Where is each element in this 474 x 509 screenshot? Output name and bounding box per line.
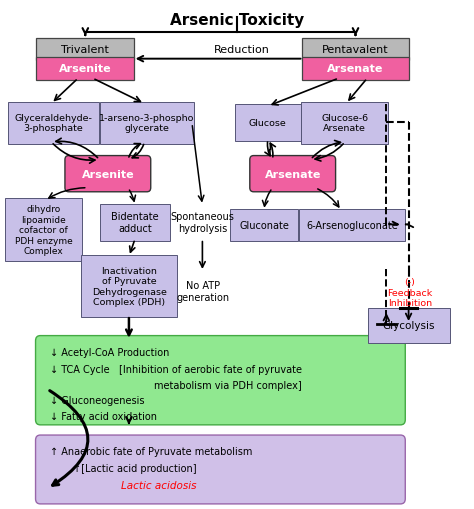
FancyBboxPatch shape [65, 156, 151, 192]
Text: Arsenite: Arsenite [59, 64, 112, 74]
FancyBboxPatch shape [81, 255, 177, 318]
FancyBboxPatch shape [302, 39, 409, 62]
Text: 6-Arsenogluconate: 6-Arsenogluconate [306, 220, 398, 230]
FancyBboxPatch shape [299, 209, 405, 241]
FancyBboxPatch shape [36, 336, 405, 425]
FancyBboxPatch shape [100, 204, 170, 241]
Text: dihydro
lipoamide
cofactor of
PDH enzyme
Complex: dihydro lipoamide cofactor of PDH enzyme… [15, 205, 73, 256]
Text: Trivalent: Trivalent [61, 45, 109, 55]
Text: ↓ Acetyl-CoA Production: ↓ Acetyl-CoA Production [50, 347, 169, 357]
Text: Spontaneous
hydrolysis: Spontaneous hydrolysis [171, 212, 235, 234]
FancyBboxPatch shape [5, 199, 82, 262]
Text: metabolism via PDH complex]: metabolism via PDH complex] [154, 380, 302, 390]
Text: Gluconate: Gluconate [239, 220, 289, 230]
Text: (-)
Feedback
Inhibition: (-) Feedback Inhibition [387, 278, 433, 307]
Text: No ATP
generation: No ATP generation [176, 280, 229, 302]
Text: Inactivation
of Pyruvate
Dehydrogenase
Complex (PDH): Inactivation of Pyruvate Dehydrogenase C… [92, 266, 166, 306]
Text: Arsenic Toxicity: Arsenic Toxicity [170, 13, 304, 27]
FancyBboxPatch shape [301, 102, 388, 145]
Text: ↓ Gluconeogenesis: ↓ Gluconeogenesis [50, 395, 144, 406]
Text: ↓ Fatty acid oxidation: ↓ Fatty acid oxidation [50, 411, 157, 421]
Text: Pentavalent: Pentavalent [322, 45, 389, 55]
FancyBboxPatch shape [368, 308, 450, 343]
Text: Glucose: Glucose [249, 119, 287, 128]
Text: Bidentate
adduct: Bidentate adduct [111, 212, 159, 234]
Text: Lactic acidosis: Lactic acidosis [121, 480, 196, 490]
FancyBboxPatch shape [36, 39, 134, 62]
Text: Glucose-6
Arsenate: Glucose-6 Arsenate [321, 114, 368, 133]
Text: 1-arseno-3-phospho
glycerate: 1-arseno-3-phospho glycerate [99, 114, 195, 133]
FancyBboxPatch shape [36, 435, 405, 504]
FancyBboxPatch shape [36, 59, 134, 80]
FancyBboxPatch shape [302, 59, 409, 80]
FancyBboxPatch shape [8, 102, 99, 145]
Text: ↑ Anaerobic fate of Pyruvate metabolism: ↑ Anaerobic fate of Pyruvate metabolism [50, 446, 252, 457]
Text: Arsenite: Arsenite [82, 169, 134, 179]
FancyBboxPatch shape [235, 105, 301, 142]
Text: ↑[Lactic acid production]: ↑[Lactic acid production] [73, 463, 197, 473]
Text: Glycolysis: Glycolysis [383, 321, 435, 331]
Text: Glyceraldehyde-
3-phosphate: Glyceraldehyde- 3-phosphate [14, 114, 92, 133]
FancyBboxPatch shape [230, 209, 298, 241]
Text: ↓ TCA Cycle   [Inhibition of aerobic fate of pyruvate: ↓ TCA Cycle [Inhibition of aerobic fate … [50, 364, 302, 375]
FancyBboxPatch shape [250, 156, 336, 192]
Text: Arsenate: Arsenate [328, 64, 383, 74]
Text: Arsenate: Arsenate [264, 169, 321, 179]
FancyBboxPatch shape [100, 102, 194, 145]
Text: Reduction: Reduction [214, 44, 270, 54]
